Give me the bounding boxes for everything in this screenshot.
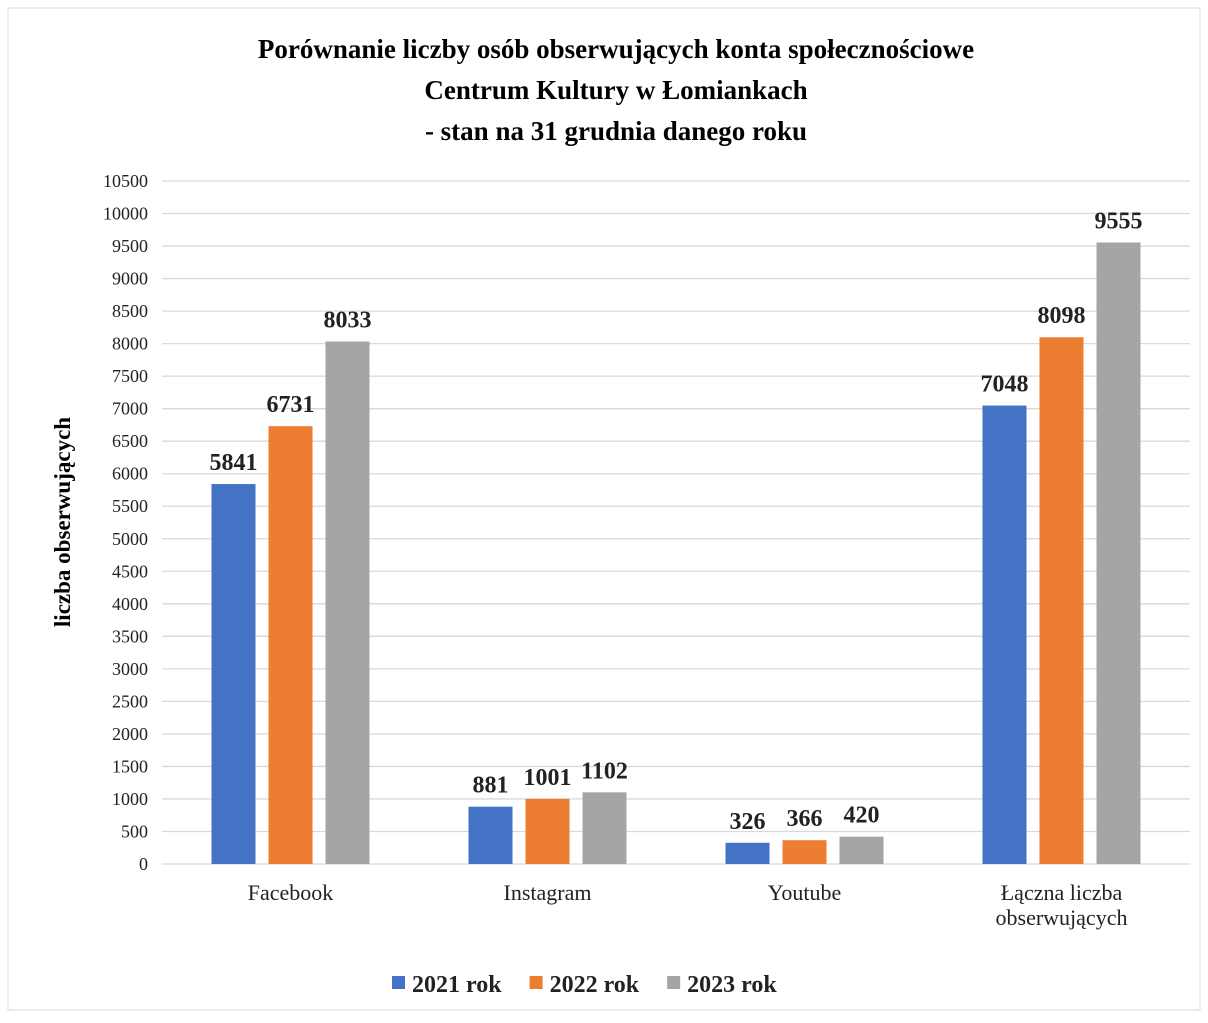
bar: [268, 426, 313, 864]
legend-swatch: [667, 976, 681, 989]
x-tick-label: Facebook: [247, 880, 334, 905]
bar: [582, 792, 627, 864]
legend-label: 2022 rok: [550, 972, 640, 998]
bar: [725, 842, 770, 864]
legend-swatch: [392, 976, 405, 989]
y-axis-label: liczba obserwujących: [50, 417, 75, 627]
data-label: 420: [844, 803, 880, 829]
bar: [1096, 242, 1141, 865]
y-tick-label: 7000: [112, 399, 148, 419]
y-tick-label: 10500: [103, 171, 148, 191]
data-label: 366: [787, 806, 823, 832]
y-tick-label: 500: [121, 821, 148, 841]
y-tick-label: 5500: [112, 496, 148, 516]
bar: [468, 806, 513, 864]
y-tick-label: 9500: [112, 236, 148, 256]
chart-title: - stan na 31 grudnia danego roku: [425, 116, 807, 146]
y-tick-label: 1000: [112, 789, 148, 809]
y-tick-label: 9000: [112, 269, 148, 289]
bar: [1039, 337, 1084, 864]
y-tick-label: 6000: [112, 464, 148, 484]
legend-label: 2023 rok: [687, 972, 777, 998]
data-label: 7048: [981, 372, 1029, 398]
y-tick-label: 6500: [112, 431, 148, 451]
data-label: 1102: [581, 758, 628, 784]
chart-title: Centrum Kultury w Łomiankach: [424, 75, 807, 105]
bar: [325, 341, 370, 864]
y-tick-label: 3500: [112, 626, 148, 646]
bar: [982, 405, 1027, 864]
y-tick-label: 1500: [112, 756, 148, 776]
y-tick-label: 8000: [112, 334, 148, 354]
legend-swatch: [529, 976, 543, 989]
y-tick-label: 3000: [112, 659, 148, 679]
data-label: 881: [473, 773, 509, 799]
data-label: 5841: [210, 450, 258, 476]
y-tick-label: 4500: [112, 561, 148, 581]
y-tick-label: 10000: [103, 204, 148, 224]
data-label: 1001: [524, 765, 572, 791]
chart-title: Porównanie liczby osób obserwujących kon…: [258, 34, 974, 64]
data-label: 8098: [1038, 303, 1086, 329]
frame: [7, 7, 1201, 1011]
y-tick-label: 7500: [112, 366, 148, 386]
bar: [839, 836, 884, 864]
data-label: 6731: [267, 392, 315, 418]
bar: [525, 798, 570, 864]
x-tick-label: Łączna liczba obserwujących: [995, 880, 1128, 930]
y-tick-label: 4000: [112, 594, 148, 614]
y-tick-label: 5000: [112, 529, 148, 549]
y-tick-label: 0: [139, 854, 148, 874]
legend-label: 2021 rok: [412, 972, 502, 998]
y-tick-label: 2500: [112, 691, 148, 711]
bar: [211, 484, 256, 864]
x-tick-label: Youtube: [767, 880, 842, 905]
y-tick-label: 2000: [112, 724, 148, 744]
y-tick-label: 8500: [112, 301, 148, 321]
x-tick-label: Instagram: [503, 880, 592, 905]
bar: [782, 840, 827, 864]
data-label: 326: [730, 809, 766, 835]
data-label: 8033: [324, 307, 372, 333]
data-label: 9555: [1095, 208, 1143, 234]
